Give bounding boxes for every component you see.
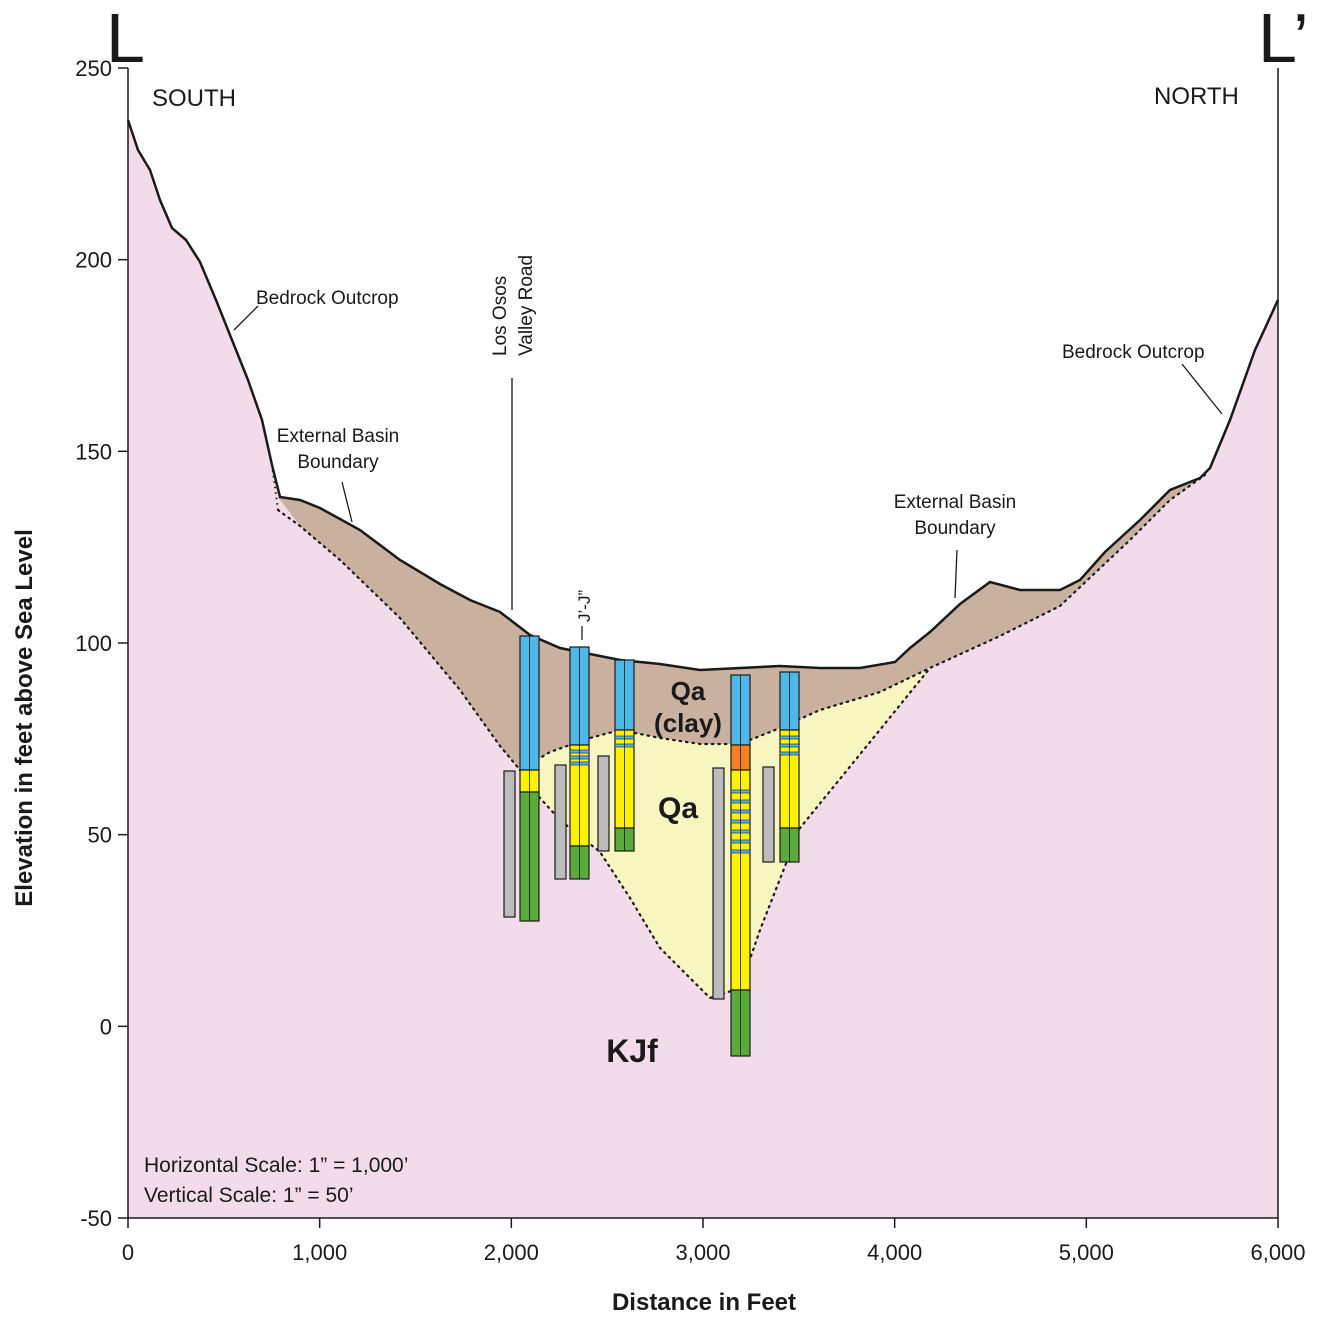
section-label-left: L [106,0,145,77]
leader-bedrock-left [233,305,259,331]
direction-north: NORTH [1154,83,1239,110]
y-tick-label: 250 [75,56,112,81]
x-tick-label: 6,000 [1250,1240,1305,1265]
y-tick-label: 100 [75,631,112,656]
direction-south: SOUTH [152,85,236,112]
annotation-ebb-left-1: External Basin [277,426,400,447]
y-tick-label: 200 [75,248,112,273]
leader-bedrock-right [1181,363,1223,415]
annotation-crossing: J’-J” [575,590,594,622]
annotation-bedrock-left: Bedrock Outcrop [256,288,399,309]
label-qa-clay-1: Qa [671,676,706,706]
label-kjf: KJf [606,1033,658,1069]
y-tick-label: 0 [100,1014,112,1039]
well-log-gray [762,766,775,863]
left-edge-line [271,464,279,511]
x-ticks: 0 1,000 2,000 3,000 4,000 5,000 6,000 [122,1218,1306,1265]
x-tick-label: 0 [122,1240,134,1265]
well-log-gray [554,764,567,880]
well-logs [503,635,800,1057]
y-tick-label: -50 [80,1206,112,1231]
leader-ebb-left [341,481,353,523]
contact-line-clay-base [518,666,932,772]
annotation-ebb-right-2: Boundary [914,518,996,539]
y-axis-title: Elevation in feet above Sea Level [11,529,38,906]
clay-unit-qa [278,475,1205,770]
ground-surface [126,119,1280,672]
x-tick-label: 5,000 [1059,1240,1114,1265]
bedrock-unit-kjf [128,120,1278,1218]
annotation-ebb-left-2: Boundary [297,452,379,473]
y-ticks: 250 200 150 100 50 0 -50 [75,56,128,1231]
x-tick-label: 3,000 [675,1240,730,1265]
well-log-gray [503,770,516,918]
annotation-road-1: Los Osos [490,276,511,356]
annotation-road-2: Valley Road [516,255,537,356]
annotation-bedrock-right: Bedrock Outcrop [1062,342,1205,363]
x-tick-label: 1,000 [292,1240,347,1265]
well-log-gray [597,755,610,852]
scale-horizontal: Horizontal Scale: 1” = 1,000’ [144,1154,408,1177]
x-tick-label: 2,000 [484,1240,539,1265]
x-axis-title: Distance in Feet [612,1289,796,1316]
leader-ebb-right [954,549,958,599]
y-tick-label: 150 [75,439,112,464]
label-qa: Qa [658,792,698,825]
y-tick-label: 50 [88,823,112,848]
contact-line-bedrock [276,473,1207,1000]
section-label-right: L’ [1258,0,1309,77]
annotation-ebb-right-1: External Basin [894,492,1017,513]
x-tick-label: 4,000 [867,1240,922,1265]
well-log-gray [712,767,725,1000]
label-qa-clay-2: (clay) [654,708,722,738]
scale-vertical: Vertical Scale: 1” = 50’ [144,1184,354,1207]
